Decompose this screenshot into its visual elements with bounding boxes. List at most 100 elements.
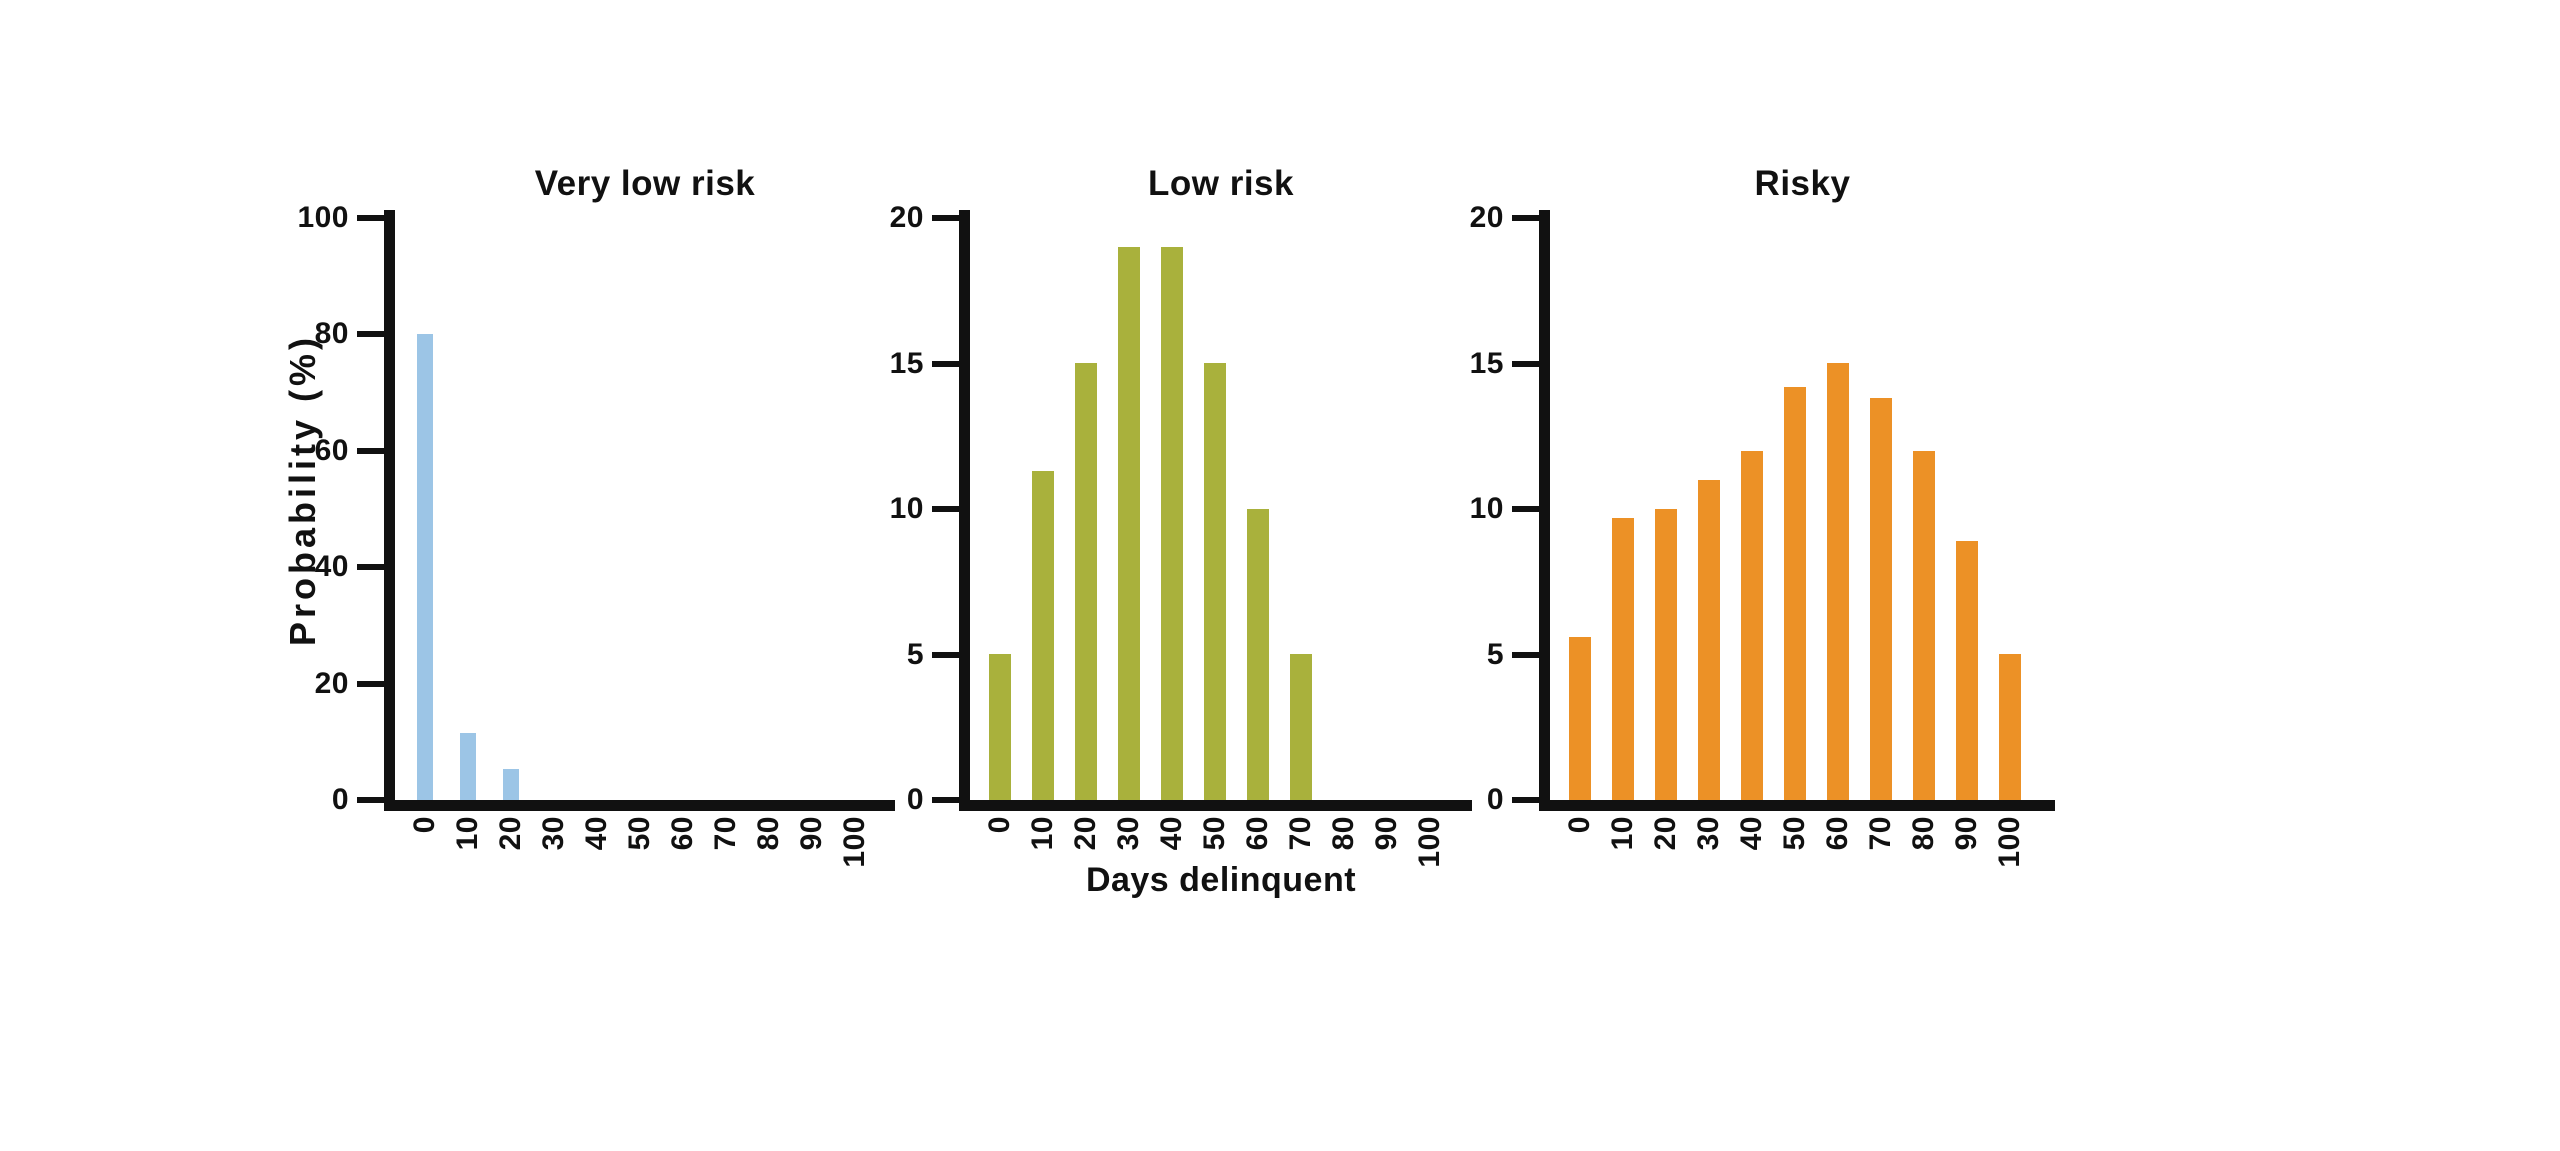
bar (1741, 451, 1763, 800)
y-tick-mark (357, 680, 384, 687)
x-tick-label: 70 (1864, 816, 1897, 911)
bar (417, 334, 433, 800)
x-tick-label-text: 10 (1026, 816, 1059, 851)
x-tick-label-text: 60 (666, 816, 699, 851)
bar (503, 769, 519, 800)
x-tick-label: 20 (1649, 816, 1682, 911)
y-tick-mark (357, 215, 384, 221)
bar (989, 654, 1011, 800)
x-tick-label-text: 30 (1112, 816, 1145, 851)
bar (1612, 518, 1634, 800)
x-tick-label-text: 90 (1950, 816, 1983, 851)
bar (1784, 387, 1806, 800)
x-tick-label-text: 50 (1198, 816, 1231, 851)
x-tick-label: 10 (451, 816, 484, 911)
x-tick-label-text: 60 (1241, 816, 1274, 851)
bar (1032, 471, 1054, 800)
x-tick-label-text: 80 (752, 816, 785, 851)
y-axis-label: Probability (%) (282, 333, 323, 647)
y-tick-label: 100 (297, 201, 349, 234)
x-tick-label-text: 10 (1606, 816, 1639, 851)
x-tick-label: 100 (838, 816, 871, 911)
x-tick-label: 40 (580, 816, 613, 911)
bar (1913, 451, 1935, 800)
x-tick-label: 60 (1821, 816, 1854, 911)
y-tick-mark (1512, 651, 1539, 658)
y-tick-mark (1512, 797, 1539, 803)
y-tick-mark (1512, 215, 1539, 221)
x-tick-label: 10 (1606, 816, 1639, 911)
bar (1118, 247, 1140, 800)
chart-title: Low risk (1148, 164, 1294, 203)
bar (1956, 541, 1978, 800)
bar (1827, 363, 1849, 800)
y-tick-label: 0 (1486, 783, 1504, 816)
chart-risky: Risky 0 5 10 15 20 0 10 20 30 40 50 60 70 80 90 100 (1470, 164, 2055, 868)
x-tick-label-text: 50 (623, 816, 656, 851)
x-tick-label: 60 (666, 816, 699, 911)
y-tick-label: 20 (889, 201, 924, 234)
x-tick-label-text: 90 (1370, 816, 1403, 851)
bar (1698, 480, 1720, 800)
bar (1204, 363, 1226, 800)
x-tick-label: 40 (1735, 816, 1768, 911)
y-tick-label: 20 (314, 666, 349, 700)
x-tick-label: 0 (1563, 816, 1596, 911)
y-tick-mark (357, 331, 384, 338)
x-tick-label-text: 50 (1778, 816, 1811, 851)
y-tick-mark (932, 360, 959, 367)
bar (1290, 654, 1312, 800)
x-tick-label-text: 20 (1069, 816, 1102, 851)
x-tick-label-text: 70 (709, 816, 742, 851)
y-tick-label: 10 (1469, 492, 1504, 525)
y-tick-mark (932, 506, 959, 512)
x-tick-label: 70 (709, 816, 742, 911)
y-tick-mark (357, 564, 384, 571)
x-tick-label-text: 80 (1907, 816, 1940, 851)
chart-title: Risky (1754, 164, 1851, 203)
bar (1655, 509, 1677, 800)
x-tick-label-text: 40 (1735, 816, 1768, 851)
x-tick-label-text: 0 (408, 816, 441, 834)
bar (1999, 654, 2021, 800)
x-tick-label-text: 20 (494, 816, 527, 851)
x-tick-label-text: 0 (983, 816, 1016, 834)
x-tick-label: 20 (494, 816, 527, 911)
x-tick-label: 50 (623, 816, 656, 911)
y-tick-mark (932, 651, 959, 658)
x-tick-label-text: 10 (451, 816, 484, 851)
x-tick-label-text: 40 (1155, 816, 1188, 851)
x-tick-label-text: 70 (1284, 816, 1317, 851)
x-axis-line (384, 800, 895, 811)
y-tick-label: 0 (331, 783, 349, 816)
y-tick-mark (932, 215, 959, 221)
y-tick-label: 80 (314, 317, 349, 351)
y-tick-label: 5 (1486, 637, 1504, 671)
x-tick-label-text: 40 (580, 816, 613, 851)
x-tick-label: 0 (408, 816, 441, 911)
chart-very-low-risk: Very low risk 0 20 40 60 80 100 0 10 20 30 40 50 60 7… (297, 164, 895, 868)
x-tick-label-text: 30 (537, 816, 570, 851)
y-tick-label: 0 (906, 783, 924, 816)
bar (460, 733, 476, 800)
bar (1247, 509, 1269, 800)
y-tick-label: 20 (1469, 201, 1504, 234)
bar (1075, 363, 1097, 800)
y-tick-mark (357, 797, 384, 803)
x-tick-label-text: 90 (795, 816, 828, 851)
chart-title: Very low risk (534, 164, 756, 203)
chart-low-risk: Low risk 0 5 10 15 20 0 10 20 30 40 50 60 70 80 90 100 (890, 164, 1472, 868)
bar (1569, 637, 1591, 800)
y-tick-mark (1512, 506, 1539, 512)
bar (1870, 398, 1892, 800)
x-tick-label-text: 60 (1821, 816, 1854, 851)
x-tick-label-text: 20 (1649, 816, 1682, 851)
x-axis-line (1539, 800, 2055, 811)
x-axis-line (959, 800, 1472, 811)
x-tick-label: 90 (795, 816, 828, 911)
y-tick-label: 10 (889, 492, 924, 525)
y-tick-mark (357, 447, 384, 454)
x-tick-label: 30 (537, 816, 570, 911)
y-tick-label: 15 (1469, 346, 1504, 380)
